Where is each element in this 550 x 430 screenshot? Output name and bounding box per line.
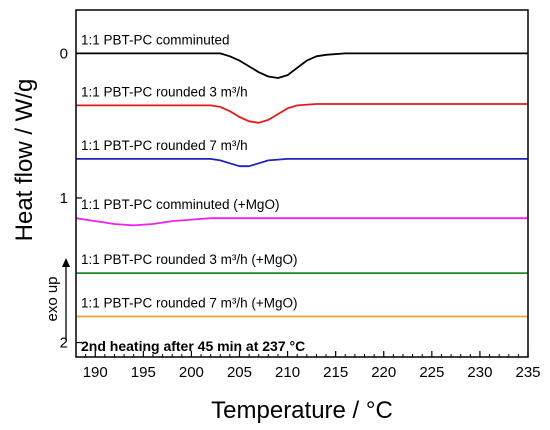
y-axis-label: Heat flow / W/g bbox=[11, 79, 38, 242]
series-labels: 1:1 PBT-PC comminuted 1:1 PBT-PC rounded … bbox=[81, 32, 297, 310]
x-tick-label: 215 bbox=[323, 364, 348, 381]
series-line bbox=[76, 103, 528, 124]
series-label: 1:1 PBT-PC rounded 7 m³/h (+MgO) bbox=[81, 296, 297, 311]
x-tick-label: 210 bbox=[275, 364, 300, 381]
x-axis-ticks: 190 195 200 205 210 215 220 225 230 235 bbox=[75, 351, 541, 381]
series-label: 1:1 PBT-PC rounded 7 m³/h bbox=[81, 138, 248, 153]
y-axis-ticks: 0 1 2 bbox=[60, 45, 82, 352]
series-label: 1:1 PBT-PC comminuted bbox=[81, 32, 230, 47]
x-tick-label: 200 bbox=[179, 364, 204, 381]
x-tick-label: 235 bbox=[515, 364, 540, 381]
y-tick-label: 2 bbox=[60, 335, 68, 352]
x-tick-label: 205 bbox=[227, 364, 252, 381]
series-label: 1:1 PBT-PC rounded 3 m³/h bbox=[81, 84, 248, 99]
x-tick-label: 195 bbox=[131, 364, 156, 381]
series-line bbox=[76, 158, 528, 168]
x-tick-label: 225 bbox=[419, 364, 444, 381]
exo-indicator: exo up bbox=[44, 258, 70, 340]
series-line bbox=[76, 52, 528, 79]
series-label: 1:1 PBT-PC rounded 3 m³/h (+MgO) bbox=[81, 252, 297, 267]
series-label: 1:1 PBT-PC comminuted (+MgO) bbox=[81, 197, 279, 212]
exo-arrow-head-icon bbox=[62, 258, 70, 267]
x-tick-label: 230 bbox=[467, 364, 492, 381]
series-group bbox=[75, 52, 528, 318]
x-tick-label: 220 bbox=[371, 364, 396, 381]
x-axis-label: Temperature / °C bbox=[211, 397, 393, 424]
exo-up-label: exo up bbox=[44, 276, 61, 321]
x-tick-label: 190 bbox=[83, 364, 108, 381]
series-line bbox=[75, 217, 528, 227]
y-tick-label: 1 bbox=[60, 190, 68, 207]
heating-annotation: 2nd heating after 45 min at 237 °C bbox=[81, 338, 305, 354]
plot-frame bbox=[75, 9, 529, 358]
y-tick-label: 0 bbox=[60, 45, 68, 62]
